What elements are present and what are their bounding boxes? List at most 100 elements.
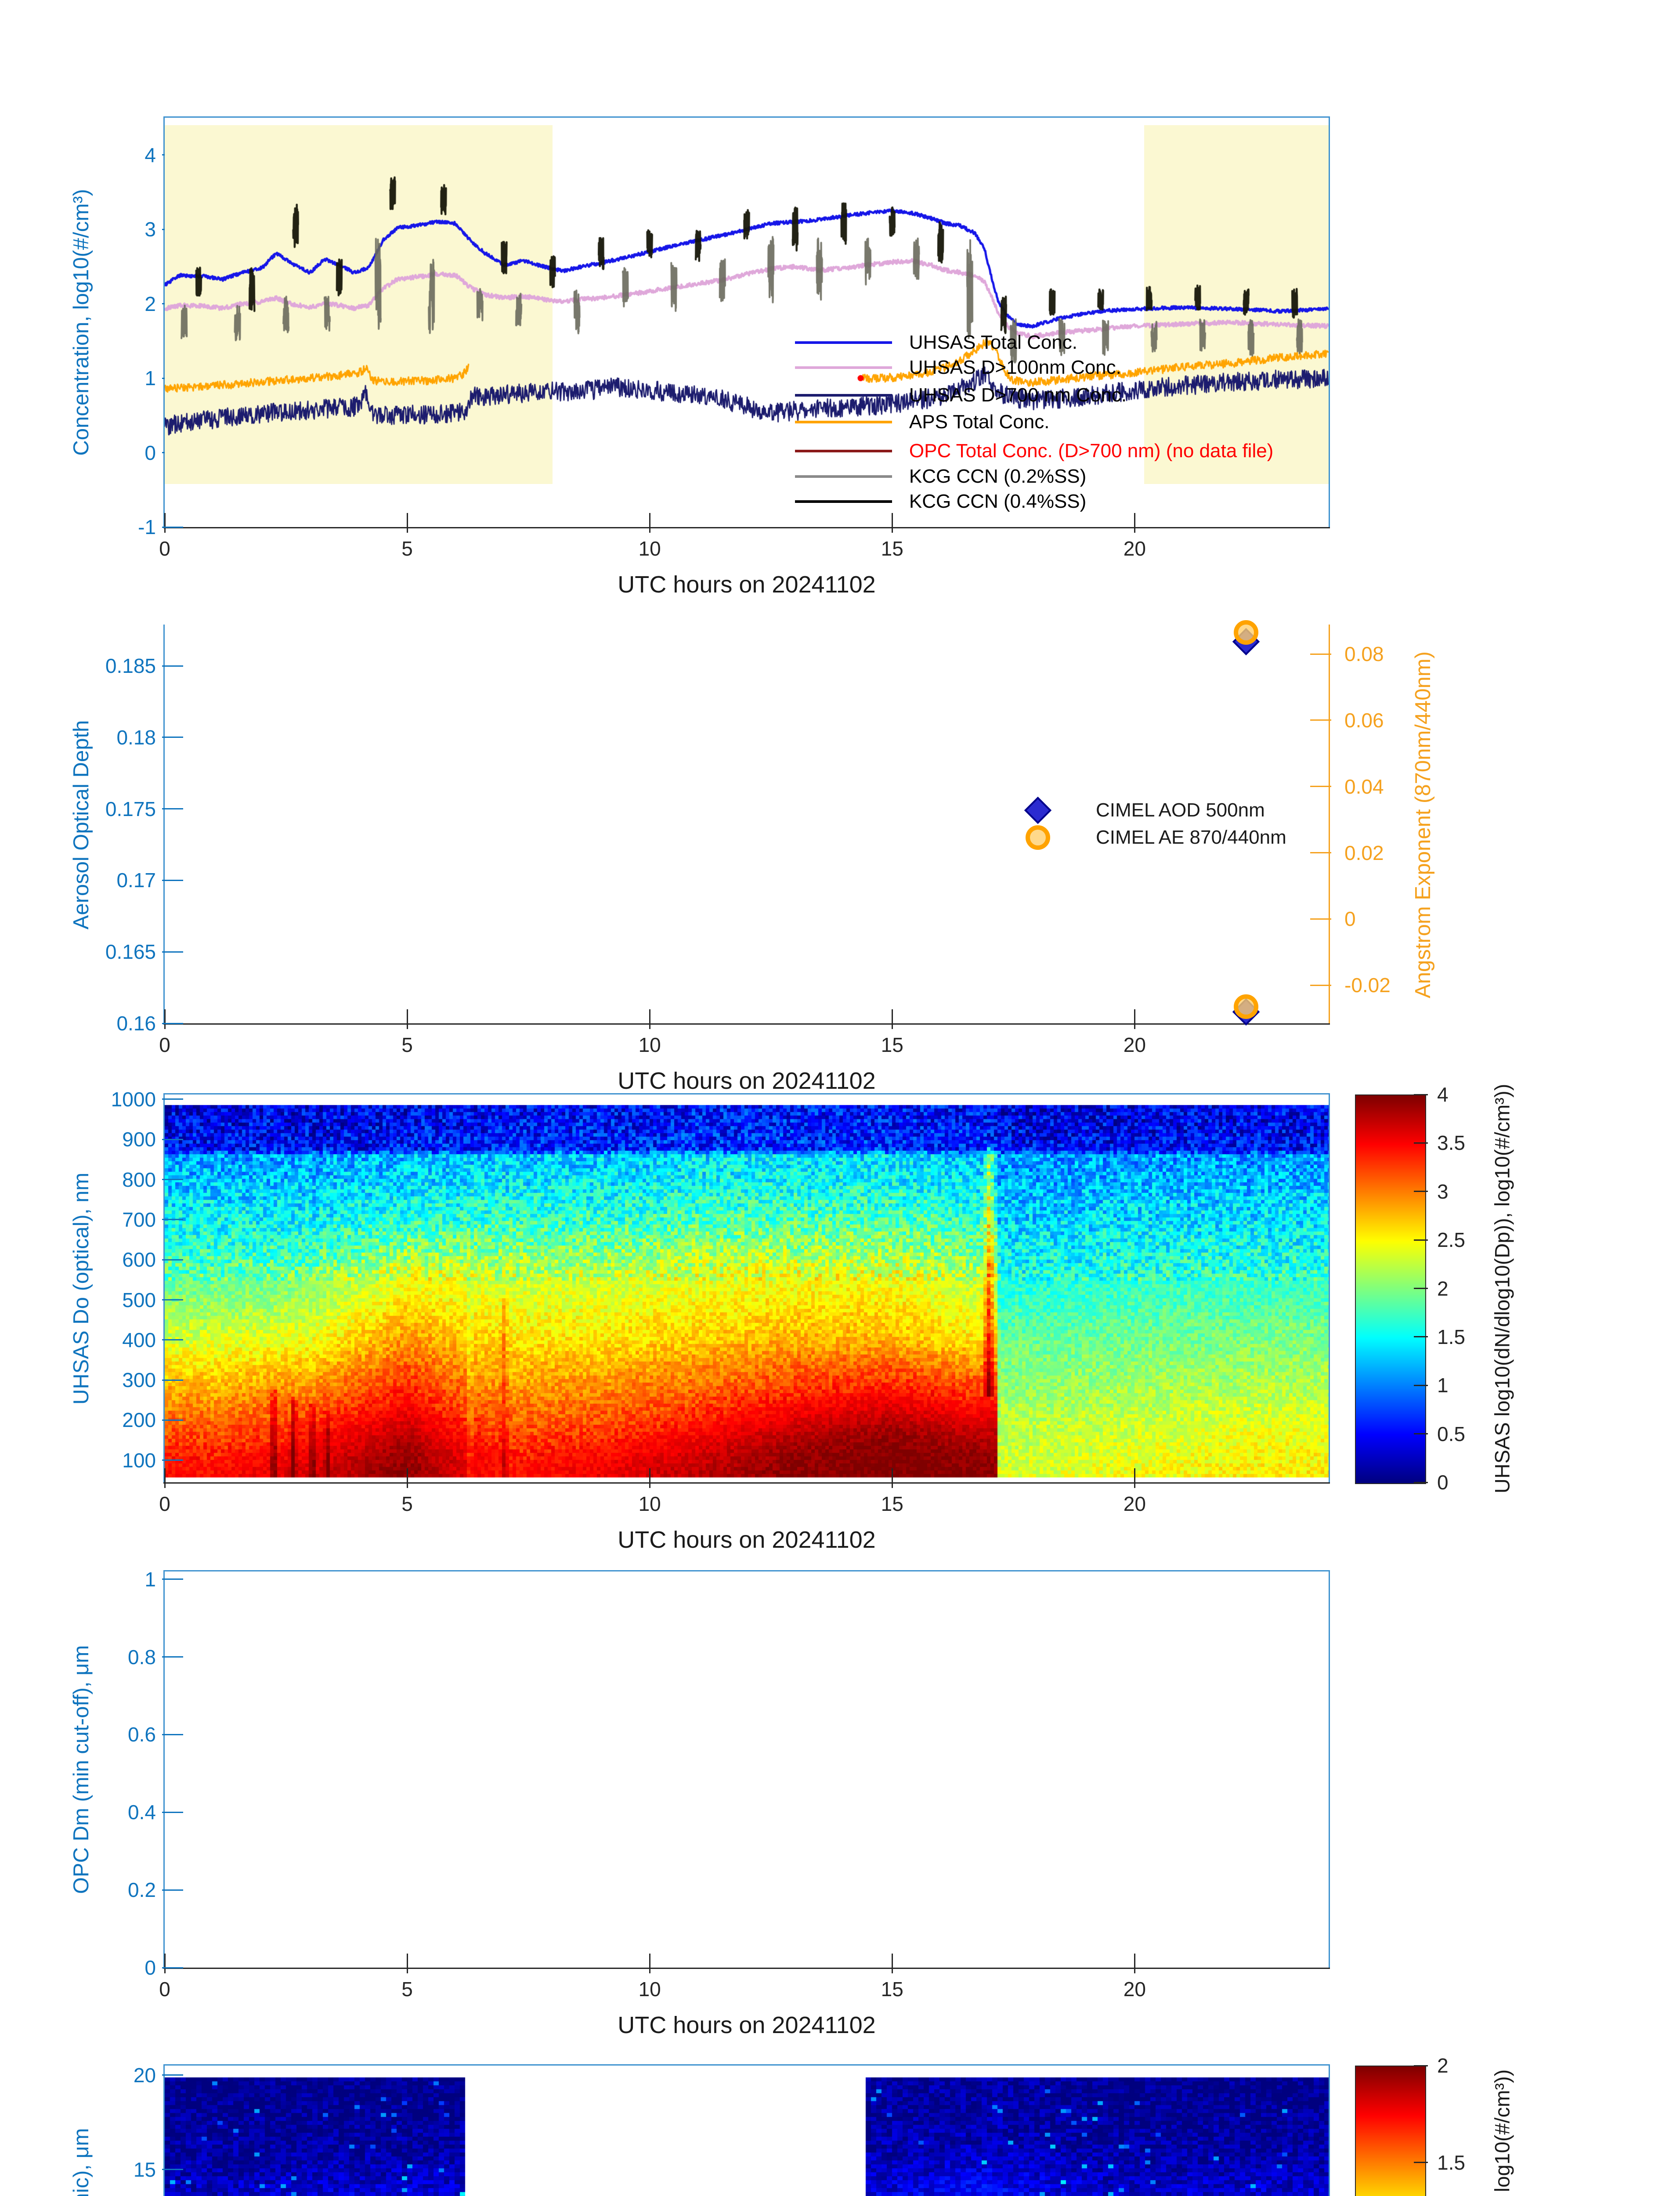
legend-marker-aod xyxy=(1024,796,1051,824)
x-tick-label: 5 xyxy=(401,1033,413,1056)
legend-line-sample xyxy=(795,421,892,424)
axis-spine-bottom xyxy=(163,1968,1330,1969)
colorbar-tick-label: 3.5 xyxy=(1437,1131,1465,1155)
x-tick-label: 15 xyxy=(881,537,903,560)
axis-spine-top xyxy=(163,1093,1330,1094)
axis-spine-right xyxy=(1329,2064,1330,2196)
y-tick-label: 500 xyxy=(122,1288,156,1311)
x-tick-label: 5 xyxy=(401,537,413,560)
legend-entry-label: OPC Total Conc. (D>700 nm) (no data file… xyxy=(909,440,1274,462)
x-tick xyxy=(891,1954,893,1973)
y-tick-left xyxy=(162,1967,183,1968)
y-tick-left xyxy=(162,1889,183,1891)
plot-area-aod xyxy=(165,626,1329,1023)
x-tick xyxy=(1134,1954,1135,1973)
colorbar-tick xyxy=(1414,1481,1428,1483)
aps_size_spectra-heatmap-canvas xyxy=(165,2066,1329,2196)
x-tick-label: 15 xyxy=(881,1492,903,1515)
legend-entry-label: KCG CCN (0.2%SS) xyxy=(909,465,1087,487)
x-tick-label: 10 xyxy=(638,537,661,560)
y-tick-label: 600 xyxy=(122,1248,156,1271)
colorbar-aps xyxy=(1355,2066,1426,2196)
x-tick xyxy=(649,1009,650,1029)
uhsas_size_spectra-heatmap-canvas xyxy=(165,1094,1329,1482)
y-tick-left xyxy=(162,1459,183,1461)
legend-line-sample xyxy=(795,341,892,344)
x-tick-label: 20 xyxy=(1123,1033,1146,1056)
legend-marker-angstrom xyxy=(1025,825,1050,850)
axis-spine-top xyxy=(163,2064,1330,2066)
x-tick-label: 10 xyxy=(638,1492,661,1515)
colorbar-gradient xyxy=(1356,2066,1425,2196)
colorbar-tick xyxy=(1414,1433,1428,1435)
axis-spine-right xyxy=(1329,116,1330,528)
axis-spine-bottom xyxy=(163,1482,1330,1484)
y-tick-label: 3 xyxy=(145,218,156,241)
y-tick-right xyxy=(1310,984,1331,986)
y-tick-left xyxy=(162,1138,183,1140)
y-axis-label-aod: Aerosol Optical Depth xyxy=(69,720,93,929)
y-tick-label: 0.165 xyxy=(105,940,156,964)
y-tick-label: 0.185 xyxy=(105,654,156,678)
angstrom-data-point xyxy=(1234,994,1259,1019)
y-tick-left xyxy=(162,1098,183,1100)
legend-entry-label: APS Total Conc. xyxy=(909,411,1050,433)
axis-spine-left xyxy=(163,1093,165,1484)
axis-spine-right xyxy=(1329,625,1330,1025)
y-tick-left xyxy=(162,1734,183,1735)
y-tick-left xyxy=(162,2169,183,2171)
y-tick-left xyxy=(162,1022,183,1024)
colorbar-tick xyxy=(1414,1384,1428,1386)
y-axis-label-concentration: Concentration, log10(#/cm³) xyxy=(69,189,93,456)
legend-entry-label: KCG CCN (0.4%SS) xyxy=(909,491,1087,513)
y-tick-label: 900 xyxy=(122,1128,156,1151)
x-tick xyxy=(649,1468,650,1488)
colorbar-tick xyxy=(1414,1288,1428,1289)
y-tick-label-right: -0.02 xyxy=(1344,974,1391,997)
colorbar-tick xyxy=(1414,2065,1428,2066)
y-tick-left xyxy=(162,1379,183,1381)
legend-entry-label: CIMEL AE 870/440nm xyxy=(1096,826,1286,848)
x-axis-label-utc-hours: UTC hours on 20241102 xyxy=(618,1527,876,1553)
y-tick-label: 0.4 xyxy=(128,1801,156,1824)
colorbar-tick-label: 2 xyxy=(1437,1277,1449,1300)
colorbar-gradient xyxy=(1356,1095,1425,1483)
y-tick-label-right: 0.04 xyxy=(1344,775,1384,798)
y-tick-left xyxy=(162,303,183,305)
axis-spine-bottom xyxy=(163,1023,1330,1025)
y-tick-label: 0 xyxy=(145,441,156,464)
y-axis-label-aps-da: APS Da (aerodynamic), μm xyxy=(69,2128,94,2196)
y-tick-label: 800 xyxy=(122,1168,156,1191)
x-axis-label-utc-hours: UTC hours on 20241102 xyxy=(618,2012,876,2038)
y-tick-label: 15 xyxy=(133,2158,156,2181)
y-tick-label: 0.6 xyxy=(128,1723,156,1746)
plot-area-uhsas-heatmap xyxy=(165,1094,1329,1482)
y-tick-label: 0.2 xyxy=(128,1878,156,1902)
y-tick-right xyxy=(1310,852,1331,854)
x-tick xyxy=(164,1954,166,1973)
axis-spine-left xyxy=(163,1570,165,1969)
y-tick-right xyxy=(1310,918,1331,920)
x-tick-label: 0 xyxy=(159,1978,170,2001)
colorbar-tick-label: 1.5 xyxy=(1437,2151,1465,2174)
colorbar-tick xyxy=(1414,1191,1428,1192)
x-tick xyxy=(891,1468,893,1488)
y-tick-label: 0 xyxy=(145,1956,156,1979)
y-tick-right xyxy=(1310,719,1331,721)
plot-area-aps-heatmap xyxy=(165,2066,1329,2196)
night-shading-region xyxy=(165,125,553,484)
legend-line-sample xyxy=(795,475,892,478)
y-tick-right xyxy=(1310,653,1331,655)
y-tick-left xyxy=(162,1219,183,1221)
y-tick-label: 1000 xyxy=(111,1087,156,1111)
x-tick-label: 20 xyxy=(1123,1978,1146,2001)
y-tick-label: 0.16 xyxy=(116,1012,156,1035)
x-tick xyxy=(891,513,893,533)
y-tick-label: 4 xyxy=(145,143,156,166)
y-tick-left xyxy=(162,228,183,230)
x-tick xyxy=(649,513,650,533)
colorbar-label-aps: APS log10(dN/dlog10(Dp)), log10(#/cm³)) xyxy=(1490,2070,1514,2196)
y-tick-left xyxy=(162,377,183,379)
